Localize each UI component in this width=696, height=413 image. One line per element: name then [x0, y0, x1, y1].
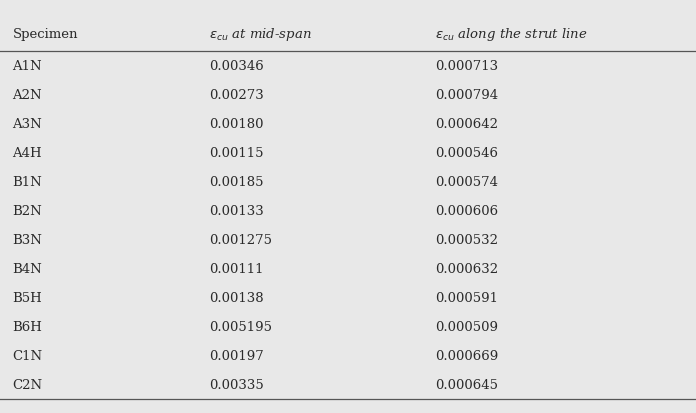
Text: 0.000574: 0.000574: [435, 175, 498, 188]
Text: 0.00185: 0.00185: [209, 175, 263, 188]
Text: 0.000645: 0.000645: [435, 377, 498, 391]
Text: A4H: A4H: [13, 146, 42, 159]
Text: 0.00273: 0.00273: [209, 88, 264, 102]
Text: $\varepsilon_{cu}$ at mid-span: $\varepsilon_{cu}$ at mid-span: [209, 26, 312, 43]
Text: C2N: C2N: [13, 377, 42, 391]
Text: A2N: A2N: [13, 88, 42, 102]
Text: 0.000546: 0.000546: [435, 146, 498, 159]
Text: 0.000532: 0.000532: [435, 233, 498, 246]
Text: 0.00346: 0.00346: [209, 59, 264, 73]
Text: 0.000632: 0.000632: [435, 262, 498, 275]
Text: 0.000713: 0.000713: [435, 59, 498, 73]
Text: 0.000606: 0.000606: [435, 204, 498, 217]
Text: B5H: B5H: [13, 291, 42, 304]
Text: 0.00180: 0.00180: [209, 117, 263, 131]
Text: B2N: B2N: [13, 204, 42, 217]
Text: 0.001275: 0.001275: [209, 233, 272, 246]
Text: A1N: A1N: [13, 59, 42, 73]
Text: 0.00133: 0.00133: [209, 204, 264, 217]
Text: 0.00138: 0.00138: [209, 291, 263, 304]
Text: $\varepsilon_{cu}$ along the strut line: $\varepsilon_{cu}$ along the strut line: [435, 26, 587, 43]
Text: B1N: B1N: [13, 175, 42, 188]
Text: 0.000591: 0.000591: [435, 291, 498, 304]
Text: B3N: B3N: [13, 233, 42, 246]
Text: B6H: B6H: [13, 320, 42, 333]
Text: Specimen: Specimen: [13, 28, 78, 40]
Text: 0.005195: 0.005195: [209, 320, 272, 333]
Text: A3N: A3N: [13, 117, 42, 131]
Text: B4N: B4N: [13, 262, 42, 275]
Text: 0.00111: 0.00111: [209, 262, 263, 275]
Text: 0.00197: 0.00197: [209, 349, 264, 362]
Text: 0.000509: 0.000509: [435, 320, 498, 333]
Text: 0.000642: 0.000642: [435, 117, 498, 131]
Text: 0.00335: 0.00335: [209, 377, 264, 391]
Text: 0.000669: 0.000669: [435, 349, 498, 362]
Text: 0.000794: 0.000794: [435, 88, 498, 102]
Text: C1N: C1N: [13, 349, 42, 362]
Text: 0.00115: 0.00115: [209, 146, 263, 159]
